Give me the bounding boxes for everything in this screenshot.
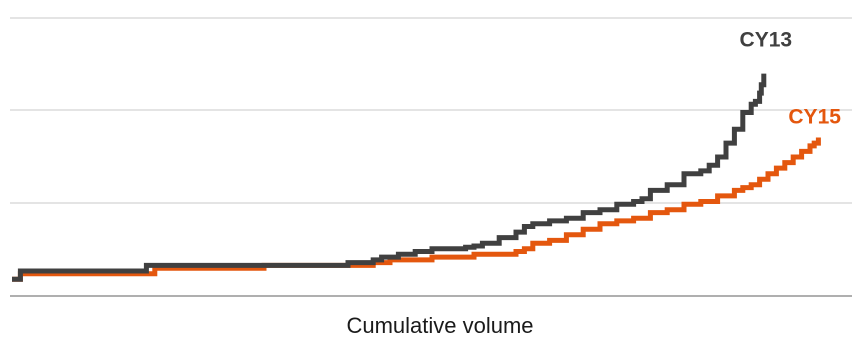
- x-axis-title: Cumulative volume: [346, 313, 533, 337]
- series-layer: [12, 73, 821, 282]
- series-line-cy15: [12, 137, 821, 282]
- series-line-cy13: [12, 73, 767, 282]
- gridlines: [10, 17, 852, 204]
- series-label-cy13: CY13: [740, 29, 793, 52]
- series-labels: CY15 CY13: [740, 29, 842, 129]
- series-label-cy15: CY15: [788, 106, 841, 129]
